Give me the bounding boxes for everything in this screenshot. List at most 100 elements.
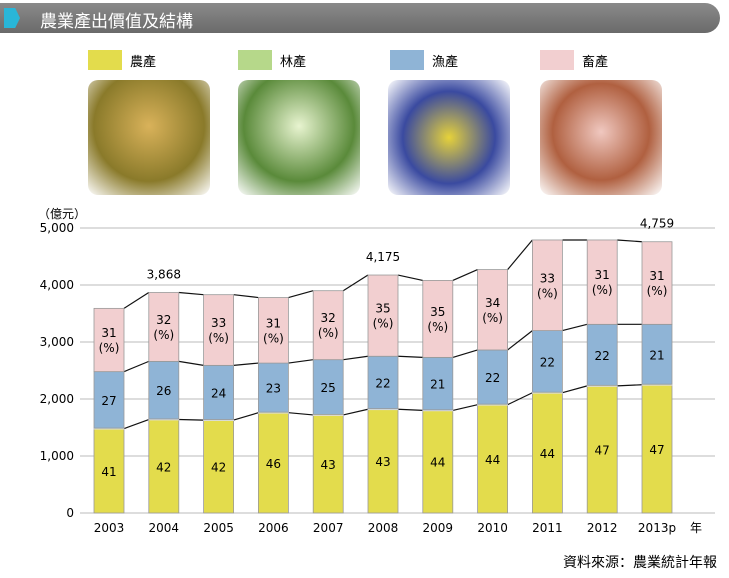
percent-label: 42 xyxy=(156,460,171,474)
legend-agriculture: 農產 xyxy=(88,50,156,70)
source-note: 資料來源：農業統計年報 xyxy=(563,555,717,571)
connector-line xyxy=(617,384,643,387)
total-label: 4,175 xyxy=(366,250,400,264)
connector-line xyxy=(343,408,369,416)
percent-label: 42 xyxy=(211,461,226,475)
percent-label: 44 xyxy=(540,447,555,461)
percent-unit: (%) xyxy=(153,328,174,342)
x-tick-label: 2013p xyxy=(638,521,676,535)
bar-segment-農產 xyxy=(93,428,125,514)
percent-label: 44 xyxy=(430,456,445,470)
bamboo-forest-icon xyxy=(238,80,360,195)
x-tick-label: 2007 xyxy=(313,521,344,535)
x-tick-label: 2008 xyxy=(368,521,399,535)
bar-segment-畜產 xyxy=(312,290,344,361)
percent-label: 21 xyxy=(430,378,445,392)
x-unit-label: 年 xyxy=(690,521,702,535)
percent-label: 22 xyxy=(375,376,390,390)
x-tick-label: 2003 xyxy=(94,521,125,535)
percent-label: 22 xyxy=(485,371,500,385)
bar-segment-漁產 xyxy=(312,359,344,415)
percent-unit: (%) xyxy=(263,331,284,345)
bar-segment-農產 xyxy=(641,384,673,514)
connector-line xyxy=(178,418,204,421)
bar-segment-農產 xyxy=(148,419,180,514)
percent-label: 35 xyxy=(375,302,390,316)
connector-line xyxy=(617,239,643,243)
bar-segment-畜產 xyxy=(477,269,509,351)
pig-icon xyxy=(540,80,662,195)
percent-unit: (%) xyxy=(537,286,558,300)
percent-label: 21 xyxy=(649,348,664,362)
bar-segment-畜產 xyxy=(422,280,454,358)
section-title: 農業產出價值及結構 xyxy=(40,12,193,32)
connector-line xyxy=(397,355,423,358)
percent-label: 22 xyxy=(595,349,610,363)
percent-unit: (%) xyxy=(99,341,120,355)
connector-line xyxy=(507,330,533,351)
percent-label: 24 xyxy=(211,386,226,400)
bar-segment-漁產 xyxy=(586,323,618,386)
stacked-bar-chart: （億元）01,0002,0003,0004,0005,000412731(%)2… xyxy=(38,207,715,535)
bar-segment-農產 xyxy=(203,419,235,514)
connector-line xyxy=(507,239,533,270)
bar-segment-農產 xyxy=(586,385,618,514)
total-label: 3,868 xyxy=(147,268,181,282)
percent-unit: (%) xyxy=(482,311,503,325)
percent-label: 22 xyxy=(540,355,555,369)
y-axis-label: （億元） xyxy=(38,207,86,221)
bar-segment-畜產 xyxy=(532,239,563,331)
total-label: 4,759 xyxy=(640,217,674,231)
bar-segment-農產 xyxy=(532,392,563,514)
percent-label: 32 xyxy=(156,313,171,327)
connector-line xyxy=(342,274,369,292)
bar-segment-農產 xyxy=(367,408,399,514)
percent-label: 44 xyxy=(485,453,500,467)
percent-unit: (%) xyxy=(592,283,613,297)
percent-label: 32 xyxy=(321,311,336,325)
bar-segment-農產 xyxy=(257,412,289,514)
percent-unit: (%) xyxy=(373,317,394,331)
percent-label: 33 xyxy=(211,316,226,330)
x-tick-label: 2005 xyxy=(203,521,234,535)
percent-label: 34 xyxy=(485,296,500,310)
x-tick-label: 2011 xyxy=(532,521,563,535)
legend-forestry: 林產 xyxy=(238,50,306,70)
bar-segment-農產 xyxy=(477,404,509,514)
connector-line xyxy=(288,412,314,416)
percent-unit: (%) xyxy=(427,320,448,334)
bar-segment-漁產 xyxy=(422,356,454,411)
bar-segment-農產 xyxy=(312,414,344,514)
connector-line xyxy=(233,294,259,299)
bar-segment-畜產 xyxy=(367,274,399,357)
bar-segment-漁產 xyxy=(367,355,399,410)
connector-line xyxy=(288,359,314,364)
percent-label: 35 xyxy=(430,305,445,319)
connector-line xyxy=(562,323,588,332)
connector-line xyxy=(233,412,259,421)
percent-label: 46 xyxy=(266,457,281,471)
y-tick-label: 2,000 xyxy=(40,392,74,406)
legend-fishery: 漁產 xyxy=(390,50,458,70)
percent-label: 47 xyxy=(649,443,664,457)
percent-label: 47 xyxy=(595,443,610,457)
percent-label: 27 xyxy=(101,394,116,408)
percent-label: 31 xyxy=(101,326,116,340)
bar-segment-畜產 xyxy=(257,297,289,364)
connector-line xyxy=(452,349,478,358)
connector-line xyxy=(288,290,314,299)
connector-line xyxy=(397,408,423,411)
percent-label: 31 xyxy=(649,269,664,283)
x-tick-label: 2006 xyxy=(258,521,289,535)
x-tick-label: 2009 xyxy=(423,521,454,535)
percent-label: 31 xyxy=(595,268,610,282)
percent-label: 43 xyxy=(375,455,390,469)
arrow-marker-icon xyxy=(4,8,20,28)
x-tick-label: 2004 xyxy=(149,521,180,535)
connector-line xyxy=(178,291,204,296)
connector-line xyxy=(452,269,478,281)
percent-label: 41 xyxy=(101,465,116,479)
y-tick-label: 3,000 xyxy=(40,335,74,349)
y-tick-label: 5,000 xyxy=(40,221,74,235)
percent-label: 43 xyxy=(321,458,336,472)
